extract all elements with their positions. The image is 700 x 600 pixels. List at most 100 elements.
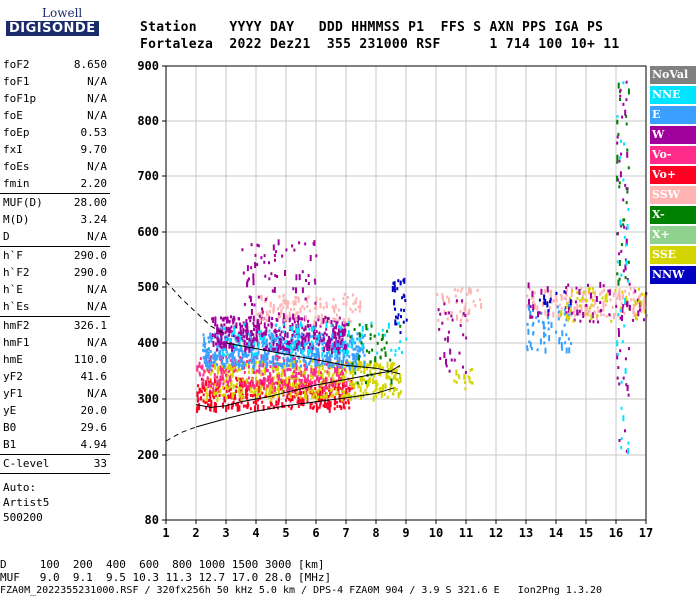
echo-mark bbox=[537, 311, 539, 318]
echo-mark bbox=[324, 394, 327, 398]
echo-mark bbox=[338, 333, 341, 340]
echo-mark bbox=[279, 384, 282, 388]
echo-mark bbox=[625, 201, 628, 205]
echo-mark bbox=[301, 326, 304, 330]
echo-mark bbox=[203, 336, 206, 343]
echo-mark bbox=[284, 347, 287, 351]
echo-mark bbox=[301, 397, 304, 404]
echo-mark bbox=[338, 316, 341, 320]
param-label: foE bbox=[3, 109, 23, 122]
echo-mark bbox=[251, 394, 254, 398]
echo-mark bbox=[211, 370, 214, 374]
echo-mark bbox=[269, 365, 272, 369]
echo-mark bbox=[225, 373, 227, 377]
echo-mark bbox=[330, 320, 333, 326]
echo-mark bbox=[312, 393, 315, 400]
echo-mark bbox=[537, 319, 540, 323]
echo-mark bbox=[277, 312, 280, 316]
echo-mark bbox=[247, 384, 250, 391]
echo-mark bbox=[332, 327, 335, 334]
echo-mark bbox=[219, 390, 222, 394]
echo-mark bbox=[202, 399, 205, 403]
echo-mark bbox=[640, 307, 643, 314]
echo-mark bbox=[219, 381, 222, 385]
echo-mark bbox=[262, 318, 265, 321]
echo-mark bbox=[252, 378, 254, 382]
echo-mark bbox=[209, 378, 212, 385]
echo-mark bbox=[249, 319, 252, 323]
echo-mark bbox=[221, 342, 224, 346]
echo-mark bbox=[325, 379, 328, 385]
echo-mark bbox=[262, 342, 265, 346]
echo-mark bbox=[550, 295, 553, 299]
echo-mark bbox=[565, 311, 568, 315]
echo-mark bbox=[297, 346, 300, 350]
echo-mark bbox=[610, 319, 613, 323]
param-value: 290.0 bbox=[73, 249, 107, 262]
echo-mark bbox=[236, 405, 239, 412]
param-row: hmF1 N/A bbox=[0, 334, 110, 351]
header-line-values: Fortaleza 2022 Dez21 355 231000 RSF 1 71… bbox=[140, 37, 620, 52]
echo-mark bbox=[212, 364, 214, 368]
param-value: 290.0 bbox=[73, 266, 107, 279]
echo-mark bbox=[568, 315, 571, 319]
echo-mark bbox=[339, 399, 341, 403]
echo-mark bbox=[625, 114, 628, 118]
echo-mark bbox=[379, 363, 382, 370]
echo-mark bbox=[258, 334, 261, 338]
echo-mark bbox=[205, 360, 208, 367]
echo-mark bbox=[298, 366, 301, 370]
echo-mark bbox=[465, 336, 468, 340]
echo-mark bbox=[365, 324, 368, 330]
echo-mark bbox=[217, 327, 220, 334]
echo-mark bbox=[303, 376, 306, 383]
echo-mark bbox=[327, 395, 330, 398]
echo-mark bbox=[226, 335, 229, 339]
echo-mark bbox=[230, 362, 233, 366]
echo-mark bbox=[350, 361, 352, 365]
echo-mark bbox=[559, 293, 562, 297]
echo-mark bbox=[202, 356, 205, 360]
echo-mark bbox=[439, 312, 442, 316]
echo-mark bbox=[466, 292, 469, 296]
echo-mark bbox=[349, 335, 352, 339]
echo-mark bbox=[303, 307, 306, 311]
echo-mark bbox=[317, 351, 320, 355]
echo-mark bbox=[305, 342, 308, 346]
echo-mark bbox=[215, 393, 218, 397]
echo-mark bbox=[526, 345, 528, 349]
echo-mark bbox=[450, 311, 453, 314]
echo-mark bbox=[351, 363, 354, 370]
echo-mark bbox=[348, 389, 351, 393]
echo-mark bbox=[305, 355, 308, 359]
echo-mark bbox=[320, 339, 323, 343]
echo-mark bbox=[352, 347, 355, 351]
echo-mark bbox=[219, 375, 222, 379]
echo-mark bbox=[242, 404, 245, 408]
echo-mark bbox=[260, 373, 263, 377]
echo-mark bbox=[330, 383, 333, 387]
param-row: fxI 9.70 bbox=[0, 141, 110, 158]
echo-mark bbox=[399, 280, 402, 284]
echo-mark bbox=[623, 312, 626, 315]
echo-mark bbox=[602, 308, 605, 312]
echo-mark bbox=[388, 389, 391, 393]
echo-mark bbox=[263, 322, 266, 329]
echo-mark bbox=[334, 305, 337, 309]
echo-mark bbox=[223, 380, 225, 384]
legend-entry-x-: X- bbox=[650, 206, 696, 224]
param-row: foF1 N/A bbox=[0, 73, 110, 90]
param-row: M(D) 3.24 bbox=[0, 211, 110, 228]
echo-mark bbox=[220, 326, 223, 330]
echo-mark bbox=[623, 324, 626, 328]
echo-mark bbox=[362, 346, 365, 350]
echo-mark bbox=[550, 289, 552, 293]
param-value: 8.650 bbox=[73, 58, 107, 71]
echo-mark bbox=[396, 287, 399, 291]
y-tick-label: 600 bbox=[137, 225, 159, 239]
echo-mark bbox=[200, 397, 203, 401]
echo-mark bbox=[218, 357, 221, 361]
echo-mark bbox=[273, 382, 276, 386]
echo-mark bbox=[616, 260, 619, 264]
param-row: B0 29.6 bbox=[0, 419, 110, 436]
